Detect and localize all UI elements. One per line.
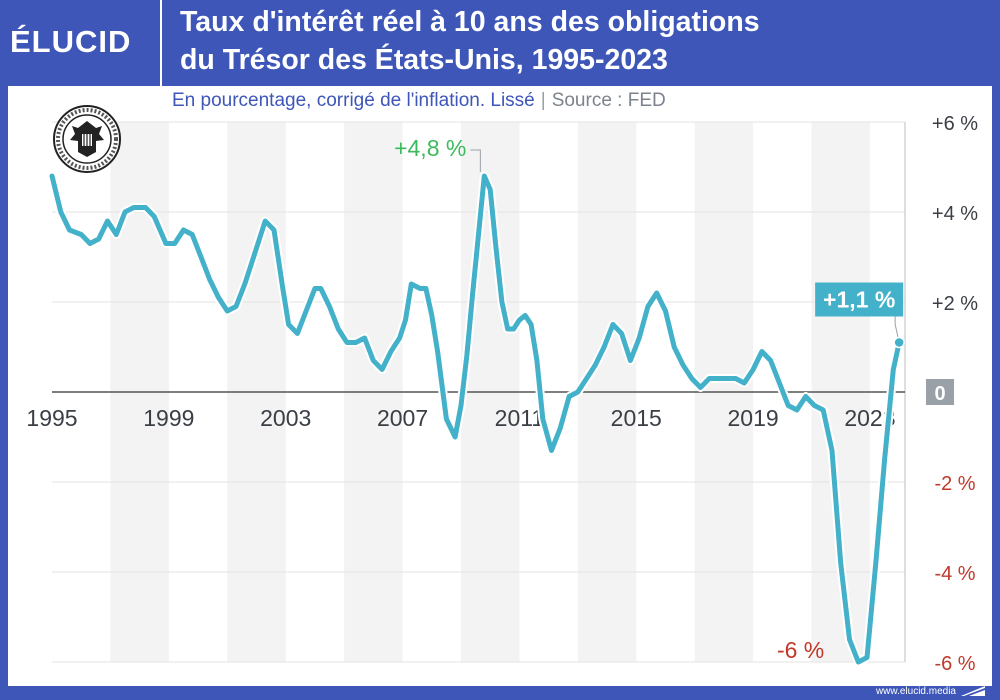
x-tick-label: 1999: [143, 405, 194, 431]
x-tick-label: 2011: [495, 405, 544, 431]
series-group: [47, 171, 904, 667]
x-tick-label: 1995: [26, 405, 77, 431]
last-point-marker: [893, 336, 905, 349]
series-line: [49, 173, 902, 665]
y-axis-ticks: +6 % +4 % +2 % 0 -2 % -4 % -6 %: [926, 113, 978, 675]
source-note: Source : FED: [551, 90, 666, 111]
y-tick-label: -4 %: [934, 563, 975, 585]
annotation-leader: [470, 149, 481, 172]
y-tick-label: +4 %: [932, 203, 978, 225]
unit-note: En pourcentage, corrigé de l'inflation. …: [172, 90, 535, 111]
annotation-last-label: +1,1 %: [823, 287, 895, 313]
header-divider: [160, 0, 162, 86]
website-url[interactable]: www.elucid.media: [875, 686, 956, 697]
y-tick-label: -6 %: [934, 653, 975, 675]
y-tick-label: +2 %: [932, 293, 978, 315]
annotation-min-label: -6 %: [777, 637, 824, 663]
y-tick-label: -2 %: [934, 473, 975, 495]
subtitle-separator: |: [540, 90, 546, 111]
zero-badge: [926, 379, 954, 405]
x-tick-label: 2003: [260, 405, 311, 431]
federal-reserve-seal-icon: [53, 105, 121, 173]
annotations: +4,8 % -6 % +1,1 %: [394, 135, 905, 663]
x-axis-ticks: 1995 1999 2003 2007 2011 2015 2019 2023: [26, 405, 895, 431]
y-tick-label: 0: [934, 383, 945, 405]
y-tick-label: +6 %: [932, 113, 978, 135]
header-bar: ÉLUCID Taux d'intérêt réel à 10 ans des …: [0, 0, 1000, 86]
grid-lines: [52, 121, 906, 663]
x-tick-label: 2015: [611, 405, 662, 431]
annotation-max-label: +4,8 %: [394, 135, 466, 161]
elucid-mark-icon: [961, 686, 985, 696]
annotation-last-badge: [815, 282, 904, 317]
chart-title-line-2: du Trésor des États-Unis, 1995-2023: [180, 44, 668, 76]
x-tick-label: 2019: [728, 405, 779, 431]
x-tick-label: 2007: [377, 405, 428, 431]
elucid-logo[interactable]: ÉLUCID: [10, 24, 132, 59]
chart-subtitle: En pourcentage, corrigé de l'inflation. …: [172, 90, 666, 112]
chart-title-line-1: Taux d'intérêt réel à 10 ans des obligat…: [180, 6, 760, 38]
